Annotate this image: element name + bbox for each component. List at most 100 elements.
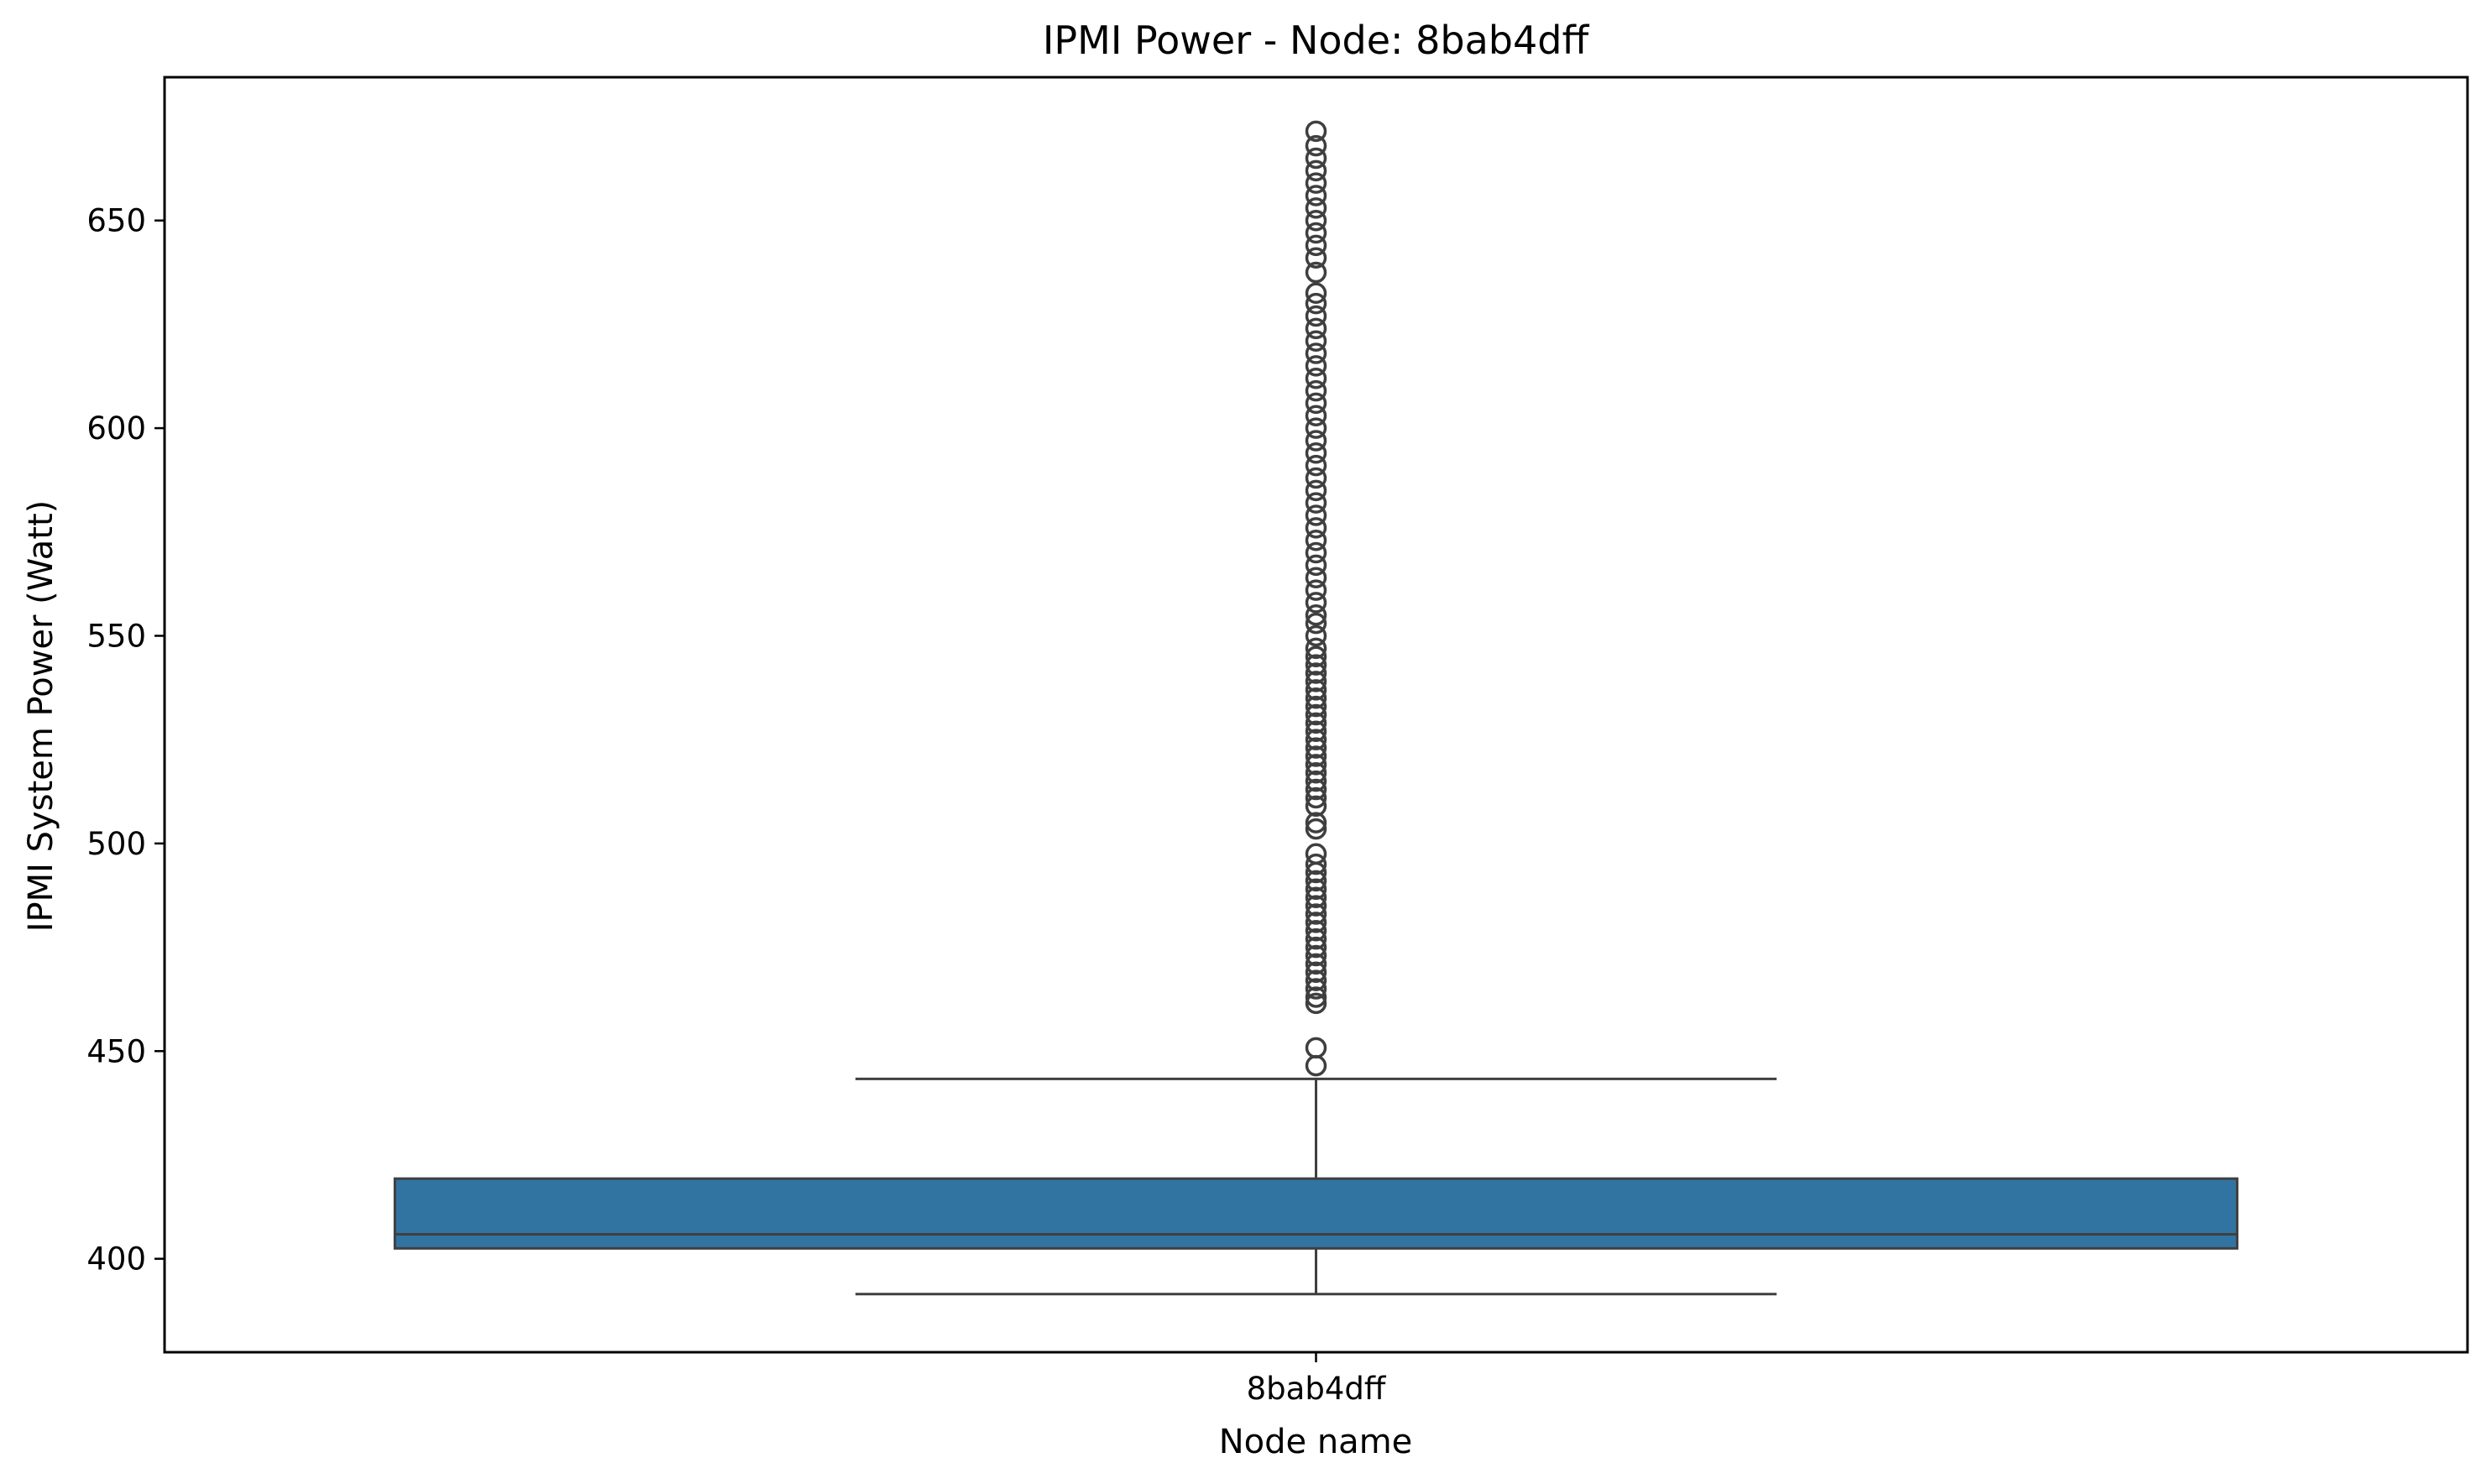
outlier-point (1305, 853, 1327, 875)
outlier-point (1305, 430, 1327, 452)
outlier-point (1305, 687, 1327, 709)
outlier-point (1305, 936, 1327, 959)
outlier-point (1305, 712, 1327, 734)
outlier-point (1305, 554, 1327, 577)
outlier-point (1305, 134, 1327, 157)
outlier-point (1305, 120, 1327, 143)
y-tick-label: 550 (86, 618, 146, 654)
outlier-point (1305, 770, 1327, 792)
outlier-point (1305, 695, 1327, 718)
outlier-point (1305, 504, 1327, 526)
outlier-point (1305, 517, 1327, 539)
y-axis-label: IPMI System Power (Watt) (22, 500, 60, 933)
plot-frame (163, 76, 2469, 1354)
outlier-point (1305, 754, 1327, 776)
outlier-point (1305, 978, 1327, 1000)
outlier-point (1305, 912, 1327, 933)
outlier-point (1305, 405, 1327, 427)
outlier-point (1305, 567, 1327, 588)
outlier-point (1305, 355, 1327, 377)
outlier-point (1305, 812, 1327, 833)
chart-title: IPMI Power - Node: 8bab4dff (1043, 18, 1590, 63)
outlier-point (1305, 762, 1327, 784)
outlier-point (1305, 786, 1327, 809)
outlier-point (1305, 367, 1327, 389)
outlier-point (1305, 671, 1327, 692)
outlier-point (1305, 624, 1327, 647)
outlier-point (1305, 209, 1327, 232)
outlier-point (1305, 222, 1327, 244)
outlier-point (1305, 953, 1327, 975)
outlier-point (1305, 778, 1327, 801)
outlier-point (1305, 920, 1327, 942)
outlier-point (1305, 342, 1327, 364)
y-tick-label: 650 (86, 203, 146, 239)
outlier-point (1305, 729, 1327, 750)
outlier-point (1305, 679, 1327, 701)
outlier-point (1305, 745, 1327, 767)
outlier-point (1305, 579, 1327, 601)
y-tick-label: 600 (86, 410, 146, 447)
outlier-point (1305, 592, 1327, 614)
outlier-point (1305, 992, 1327, 1015)
outlier-point (1305, 172, 1327, 194)
outlier-point (1305, 147, 1327, 170)
outlier-point (1305, 662, 1327, 684)
outlier-point (1305, 492, 1327, 514)
outlier-point (1305, 317, 1327, 340)
y-tick-label: 450 (86, 1033, 146, 1069)
y-axis: 400 450 500 550 600 650 (86, 203, 165, 1278)
outlier-point (1305, 818, 1327, 840)
outlier-point (1305, 417, 1327, 439)
outlier-point (1305, 479, 1327, 502)
outlier-point (1305, 234, 1327, 257)
outlier-point (1305, 969, 1327, 991)
outlier-point (1305, 645, 1327, 667)
outlier-point (1305, 467, 1327, 489)
outlier-point (1305, 843, 1327, 865)
outlier-point (1305, 261, 1327, 284)
outlier-point (1305, 282, 1327, 305)
x-axis-label: Node name (1219, 1423, 1413, 1461)
outlier-point (1305, 159, 1327, 182)
box-iqr (393, 1177, 2239, 1250)
outlier-point (1305, 379, 1327, 402)
outlier-point (1305, 637, 1327, 660)
outlier-point (1305, 720, 1327, 743)
outlier-point (1305, 654, 1327, 676)
outlier-point (1305, 703, 1327, 726)
outlier-point (1305, 961, 1327, 984)
y-tick-label: 500 (86, 826, 146, 862)
plot-area (393, 120, 2239, 1296)
outlier-point (1305, 330, 1327, 352)
x-axis: 8bab4dff (1247, 1352, 1387, 1407)
outlier-point (1305, 870, 1327, 892)
outlier-point (1305, 292, 1327, 315)
outlier-point (1305, 944, 1327, 967)
outlier-point (1305, 737, 1327, 759)
outlier-point (1305, 185, 1327, 206)
outlier-point (1305, 795, 1327, 818)
outlier-point (1305, 1037, 1327, 1059)
outlier-point (1305, 529, 1327, 551)
outlier-point (1305, 604, 1327, 626)
outlier-point (1305, 895, 1327, 917)
x-tick-label: 8bab4dff (1247, 1371, 1387, 1407)
outlier-point (1305, 247, 1327, 269)
outlier-point (1305, 305, 1327, 327)
outlier-point (1305, 928, 1327, 950)
outlier-point (1305, 392, 1327, 415)
outlier-point (1305, 886, 1327, 908)
outlier-point (1305, 612, 1327, 635)
outlier-point (1305, 197, 1327, 219)
box-group (393, 120, 2239, 1296)
outlier-point (1305, 454, 1327, 477)
outlier-point (1305, 986, 1327, 1008)
outlier-point (1305, 541, 1327, 564)
outlier-point (1305, 442, 1327, 464)
outlier-point (1305, 903, 1327, 925)
outlier-point (1305, 878, 1327, 901)
y-tick-label: 400 (86, 1241, 146, 1278)
